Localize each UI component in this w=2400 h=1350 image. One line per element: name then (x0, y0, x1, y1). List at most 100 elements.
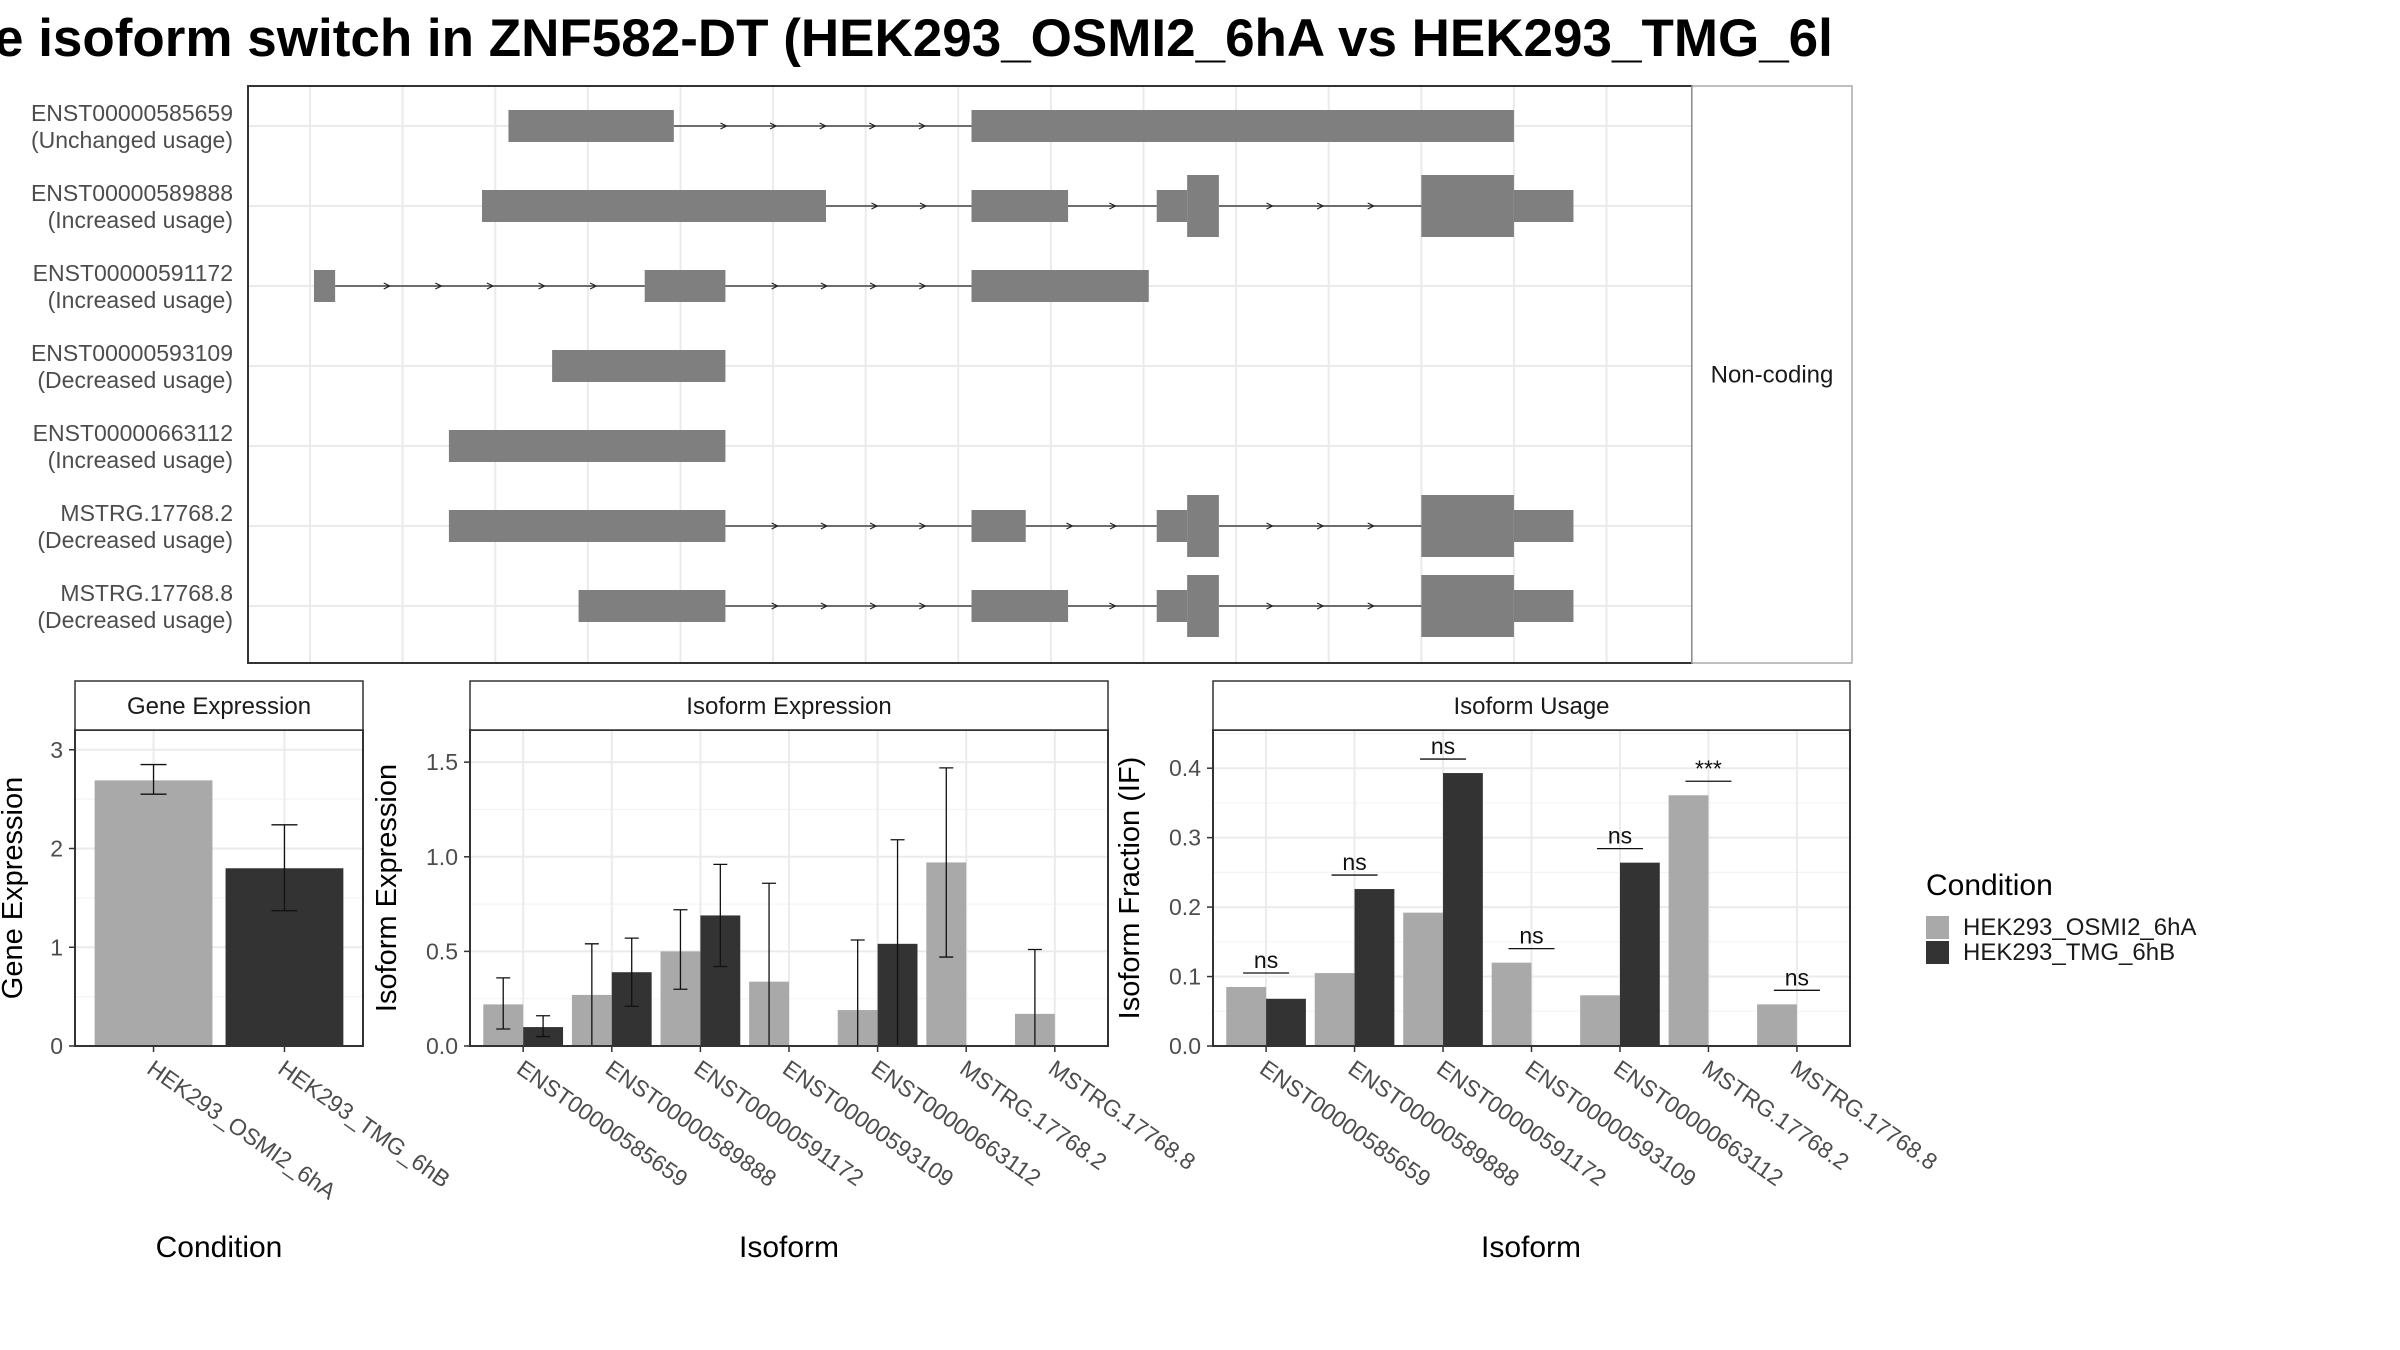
bar (1226, 986, 1267, 1046)
bar (1668, 795, 1709, 1046)
error-bar (536, 1015, 551, 1038)
intron-arrow (1367, 522, 1376, 530)
error-bar (140, 763, 167, 795)
error-bar (496, 977, 511, 1030)
exon-block (971, 270, 1149, 302)
transcript-usage-label: (Increased usage) (48, 207, 233, 233)
error-bar (673, 909, 688, 990)
y-tick-label: 1.5 (426, 749, 458, 775)
chart-panel: 0.00.51.01.5ENST00000585659ENST000005898… (371, 680, 1200, 1264)
exon-block (1421, 495, 1514, 557)
facet-label-noncoding: Non-coding (1711, 362, 1834, 389)
y-axis-label: Gene Expression (0, 777, 29, 999)
intron-arrow (919, 522, 927, 530)
intron-arrow (871, 202, 879, 210)
bar (1757, 1004, 1797, 1046)
exon-block (313, 270, 336, 302)
transcript-id-label: ENST00000593109 (31, 340, 233, 366)
intron-arrow (771, 522, 779, 530)
exon-block (644, 430, 726, 462)
intron-arrow (869, 122, 877, 130)
bar (94, 780, 213, 1046)
x-tick-label: MSTRG.17768.8 (1044, 1055, 1200, 1175)
transcript-usage-label: (Unchanged usage) (31, 127, 233, 153)
significance-label: ns (1608, 823, 1632, 849)
legend-item-label: HEK293_TMG_6hB (1963, 939, 2175, 966)
y-axis-label: Isoform Expression (371, 764, 403, 1012)
transcript-id-label: ENST00000591172 (33, 260, 233, 286)
legend-swatch (1926, 916, 1949, 939)
intron-arrow (1109, 602, 1117, 610)
panel-strip (1212, 680, 1851, 731)
y-tick-label: 1.0 (426, 844, 458, 870)
exon-block (644, 270, 726, 302)
intron-arrow (486, 282, 495, 290)
error-bar (624, 937, 639, 1007)
intron-arrow (919, 602, 927, 610)
transcript-usage-label: (Decreased usage) (37, 607, 233, 633)
exon-block (1421, 575, 1514, 637)
exon-block (971, 510, 1026, 542)
y-tick-label: 3 (50, 737, 63, 763)
transcript-usage-label: (Decreased usage) (37, 367, 233, 393)
intron-arrow (1266, 602, 1274, 610)
transcript-id-label: ENST00000663112 (33, 420, 233, 446)
transcript-id-label: MSTRG.17768.2 (60, 500, 233, 526)
transcript-usage-label: (Increased usage) (48, 287, 233, 313)
x-tick-label: MSTRG.17768.2 (1698, 1055, 1854, 1175)
intron-arrow (1367, 202, 1376, 210)
x-axis-label: Isoform (1481, 1231, 1581, 1264)
transcript-id-label: ENST00000585659 (31, 100, 233, 126)
significance-label: ns (1431, 733, 1455, 759)
panel-strip (74, 680, 364, 731)
panel-title: Isoform Usage (1453, 693, 1609, 720)
exon-block (1156, 510, 1188, 542)
error-bar (939, 767, 954, 958)
exon-block (971, 190, 1069, 222)
intron-arrow (383, 282, 392, 290)
intron-arrow (820, 282, 829, 290)
y-tick-label: 0.2 (1169, 894, 1201, 920)
y-tick-label: 0.3 (1169, 825, 1201, 851)
panel-title: Gene Expression (127, 693, 311, 720)
intron-arrow (1266, 202, 1274, 210)
exon-block (644, 590, 726, 622)
intron-arrow (771, 602, 779, 610)
x-tick-label: MSTRG.17768.8 (1786, 1055, 1942, 1175)
exon-block (1421, 175, 1514, 237)
exon-block (644, 510, 726, 542)
panel-strip (469, 680, 1109, 731)
transcript-structure-panel: ENST00000585659(Unchanged usage) ENST0000… (31, 85, 1853, 664)
chart-panel: 0.00.10.20.30.4nsnsnsnsns***nsENST000005… (1114, 680, 1942, 1264)
exon-block (508, 110, 674, 142)
significance-label: ns (1785, 964, 1809, 990)
legend-title: Condition (1926, 869, 2053, 902)
exon-block (448, 430, 674, 462)
significance-label: ns (1342, 849, 1366, 875)
exon-block (1156, 190, 1188, 222)
exon-block (448, 510, 674, 542)
facet-strip (1691, 85, 1853, 664)
exon-block (971, 110, 1514, 142)
intron-arrow (1316, 202, 1325, 210)
significance-label: ns (1519, 923, 1543, 949)
bar (1619, 862, 1660, 1046)
legend-swatch (1926, 941, 1949, 964)
intron-arrow (1266, 522, 1274, 530)
bar (1491, 962, 1532, 1046)
intron-arrow (1367, 602, 1376, 610)
y-tick-label: 1 (50, 934, 63, 960)
transcript-usage-label: (Decreased usage) (37, 527, 233, 553)
y-tick-label: 0 (50, 1033, 63, 1059)
intron-arrow (1109, 202, 1117, 210)
exon-block (1156, 590, 1188, 622)
intron-arrow (919, 282, 927, 290)
exon-block (1513, 190, 1574, 222)
exon-block (481, 190, 826, 222)
exon-block (1513, 510, 1574, 542)
intron-arrow (820, 602, 829, 610)
intron-arrow (919, 202, 928, 210)
